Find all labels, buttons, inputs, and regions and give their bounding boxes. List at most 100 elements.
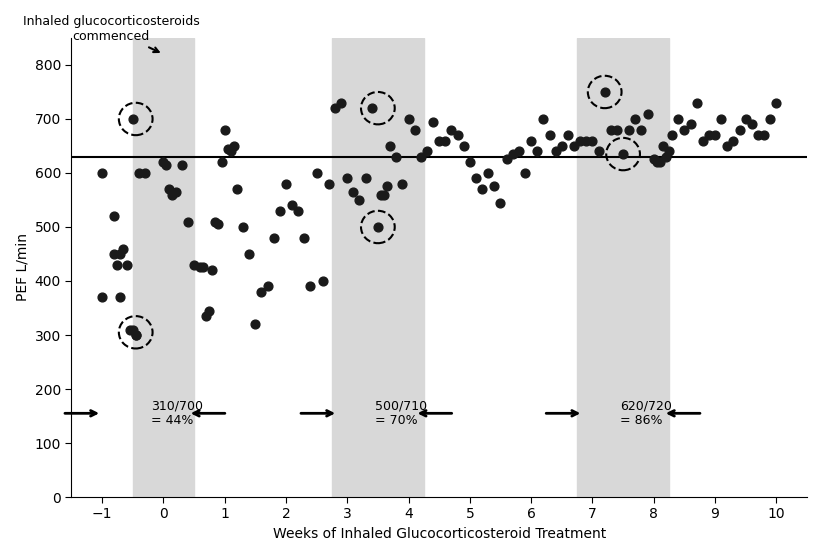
Point — [273, 206, 286, 215]
Point — [402, 115, 415, 123]
Point — [123, 325, 136, 334]
Point — [567, 142, 580, 151]
Point — [218, 125, 231, 134]
Point — [322, 180, 335, 188]
Point — [512, 147, 525, 156]
Point — [519, 168, 532, 177]
Point — [659, 152, 672, 161]
Point — [187, 260, 201, 269]
Point — [212, 220, 225, 229]
Point — [111, 260, 124, 269]
Point — [292, 206, 305, 215]
X-axis label: Weeks of Inhaled Glucocorticosteroid Treatment: Weeks of Inhaled Glucocorticosteroid Tre… — [273, 527, 606, 541]
Point — [372, 222, 385, 231]
Point — [758, 131, 771, 140]
Point — [365, 104, 378, 113]
Point — [746, 120, 759, 129]
Y-axis label: PEF L/min: PEF L/min — [15, 234, 29, 301]
Point — [586, 136, 599, 145]
Point — [555, 142, 568, 151]
Point — [451, 131, 464, 140]
Point — [126, 115, 139, 123]
Point — [464, 158, 477, 167]
Point — [561, 131, 575, 140]
Point — [598, 87, 612, 96]
Point — [635, 125, 648, 134]
Point — [751, 131, 764, 140]
Point — [427, 117, 440, 126]
Point — [445, 125, 458, 134]
Point — [221, 144, 234, 153]
Point — [537, 115, 550, 123]
Point — [157, 158, 170, 167]
Point — [120, 260, 133, 269]
Point — [113, 250, 127, 259]
Point — [163, 185, 176, 193]
Point — [169, 187, 182, 196]
Point — [113, 293, 127, 302]
Point — [543, 131, 556, 140]
Point — [641, 109, 654, 118]
Point — [215, 158, 229, 167]
Point — [663, 147, 676, 156]
Point — [181, 217, 194, 226]
Point — [359, 174, 372, 183]
Point — [138, 168, 151, 177]
Point — [420, 147, 433, 156]
Point — [764, 115, 777, 123]
Point — [629, 115, 642, 123]
Point — [159, 161, 173, 170]
Point — [709, 131, 722, 140]
Point — [129, 331, 142, 340]
Point — [166, 190, 179, 199]
Point — [531, 147, 544, 156]
Point — [95, 293, 109, 302]
Point — [193, 263, 206, 272]
Point — [335, 98, 348, 107]
Point — [316, 276, 330, 285]
Point — [304, 282, 317, 291]
Point — [347, 187, 360, 196]
Point — [340, 174, 353, 183]
Point — [298, 234, 311, 242]
Point — [622, 125, 635, 134]
Point — [469, 174, 483, 183]
Point — [769, 98, 783, 107]
Point — [414, 152, 427, 161]
Point — [237, 222, 250, 231]
Bar — [332, 38, 424, 497]
Point — [696, 136, 709, 145]
Point — [656, 142, 669, 151]
Point — [714, 115, 727, 123]
Point — [377, 190, 390, 199]
Point — [690, 98, 704, 107]
Point — [549, 147, 562, 156]
Point — [604, 125, 617, 134]
Point — [196, 263, 210, 272]
Point — [203, 306, 216, 315]
Point — [227, 142, 240, 151]
Point — [267, 234, 280, 242]
Point — [384, 142, 397, 151]
Point — [678, 125, 691, 134]
Text: 310/700
= 44%: 310/700 = 44% — [151, 399, 203, 428]
Point — [653, 158, 667, 167]
Point — [95, 168, 109, 177]
Point — [396, 180, 409, 188]
Point — [739, 115, 752, 123]
Point — [684, 120, 697, 129]
Point — [261, 282, 274, 291]
Point — [279, 180, 293, 188]
Text: 620/720
= 86%: 620/720 = 86% — [620, 399, 672, 428]
Point — [611, 125, 624, 134]
Point — [255, 287, 268, 296]
Text: 500/710
= 70%: 500/710 = 70% — [375, 399, 427, 428]
Point — [408, 125, 421, 134]
Bar — [577, 38, 669, 497]
Point — [733, 125, 746, 134]
Point — [721, 142, 734, 151]
Point — [702, 131, 715, 140]
Point — [439, 136, 452, 145]
Point — [132, 168, 145, 177]
Point — [727, 136, 740, 145]
